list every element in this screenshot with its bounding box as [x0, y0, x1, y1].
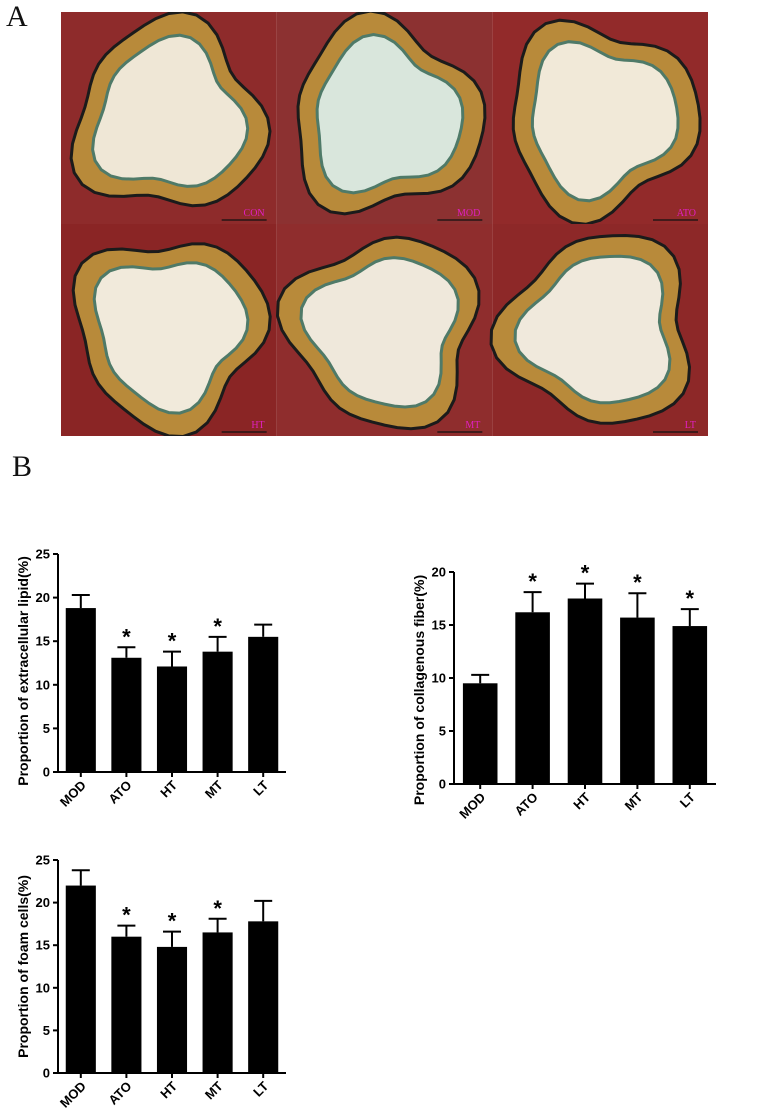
y-tick-label: 25 — [36, 547, 50, 562]
y-axis-label: Proportion of collagenous fiber(%) — [411, 575, 427, 805]
micrograph-label: MOD — [457, 208, 480, 219]
bar — [462, 683, 498, 784]
y-tick-label: 5 — [43, 1023, 50, 1038]
foam-cells-chart: Proportion of foam cells(%) 0 5 10 15 20 25 MOD… — [15, 853, 286, 1111]
significance-star: * — [122, 903, 131, 928]
x-tick-label: MT — [202, 1078, 226, 1102]
micrograph-tile: ATO — [492, 12, 708, 226]
micrograph-label: HT — [251, 420, 264, 431]
y-tick-label: 0 — [439, 777, 446, 792]
y-tick-label: 0 — [43, 765, 50, 780]
significance-star: * — [168, 629, 177, 654]
bar — [65, 608, 96, 772]
y-axis-label: Proportion of extracellular lipid(%) — [15, 556, 31, 785]
x-tick-label: ATO — [105, 778, 134, 807]
significance-star: * — [528, 569, 537, 594]
bar — [672, 626, 708, 784]
y-tick-label: 5 — [43, 721, 50, 736]
x-tick-label: LT — [250, 1078, 271, 1099]
y-tick-label: 10 — [36, 980, 50, 995]
panel-b-letter: B — [12, 450, 33, 483]
bar — [156, 946, 188, 1073]
extracellular-lipid-chart: Proportion of extracellular lipid(%) 0 5 10… — [15, 547, 286, 810]
vessel-lumen — [91, 33, 250, 188]
x-tick-label: MT — [202, 777, 226, 801]
x-tick-label: ATO — [512, 790, 541, 819]
significance-star: * — [122, 624, 131, 649]
bar — [111, 657, 142, 772]
y-tick-label: 15 — [432, 618, 446, 633]
significance-star: * — [633, 570, 642, 595]
y-tick-label: 0 — [43, 1066, 50, 1081]
x-tick-label: MOD — [456, 790, 488, 822]
y-tick-label: 5 — [439, 724, 446, 739]
micrograph-label: LT — [685, 420, 696, 431]
bar — [202, 651, 233, 772]
x-tick-label: MOD — [57, 778, 89, 810]
y-tick-label: 20 — [432, 565, 446, 580]
x-tick-label: LT — [677, 789, 698, 810]
x-tick-label: LT — [250, 777, 271, 798]
bar — [567, 598, 603, 784]
x-tick-label: HT — [157, 777, 180, 800]
bar — [620, 617, 655, 784]
x-tick-label: MT — [622, 789, 646, 813]
y-tick-label: 15 — [36, 938, 50, 953]
significance-star: * — [686, 586, 695, 611]
significance-star: * — [168, 909, 177, 934]
micrograph-label: ATO — [677, 208, 696, 219]
y-tick-label: 25 — [36, 853, 50, 868]
bar — [515, 612, 550, 784]
significance-star: * — [213, 896, 222, 921]
bar — [111, 936, 142, 1073]
bar — [156, 666, 188, 772]
y-tick-label: 20 — [36, 590, 50, 605]
micrograph-tile: MT — [275, 224, 493, 436]
bar — [202, 932, 233, 1073]
vessel-lumen — [299, 256, 460, 409]
x-tick-label: ATO — [105, 1079, 134, 1108]
micrograph-tile: HT — [61, 224, 277, 436]
y-tick-label: 20 — [36, 895, 50, 910]
micrograph-label: CON — [244, 208, 265, 219]
x-tick-label: HT — [157, 1078, 180, 1101]
vessel-lumen — [92, 261, 250, 415]
bar — [65, 885, 96, 1073]
micrograph-tile: MOD — [276, 12, 493, 224]
x-tick-label: HT — [570, 789, 593, 812]
micrograph-grid: CON MOD ATO HT MT LT — [61, 12, 708, 436]
bar — [248, 636, 279, 772]
significance-star: * — [213, 614, 222, 639]
micrograph-tile: CON — [61, 12, 277, 224]
micrograph-label: MT — [465, 420, 480, 431]
collagenous-fiber-chart: Proportion of collagenous fiber(%) 0 5 10 15… — [411, 561, 716, 822]
y-axis-label: Proportion of foam cells(%) — [15, 875, 31, 1058]
bar — [248, 921, 279, 1073]
y-tick-label: 10 — [432, 671, 446, 686]
y-tick-label: 10 — [36, 677, 50, 692]
vessel-lumen — [315, 32, 465, 195]
micrograph-tile: LT — [489, 224, 708, 436]
vessel-lumen — [513, 254, 672, 405]
y-tick-label: 15 — [36, 634, 50, 649]
panel-a-letter: A — [6, 0, 28, 33]
significance-star: * — [581, 561, 590, 586]
x-tick-label: MOD — [57, 1079, 89, 1111]
vessel-lumen — [530, 40, 680, 203]
